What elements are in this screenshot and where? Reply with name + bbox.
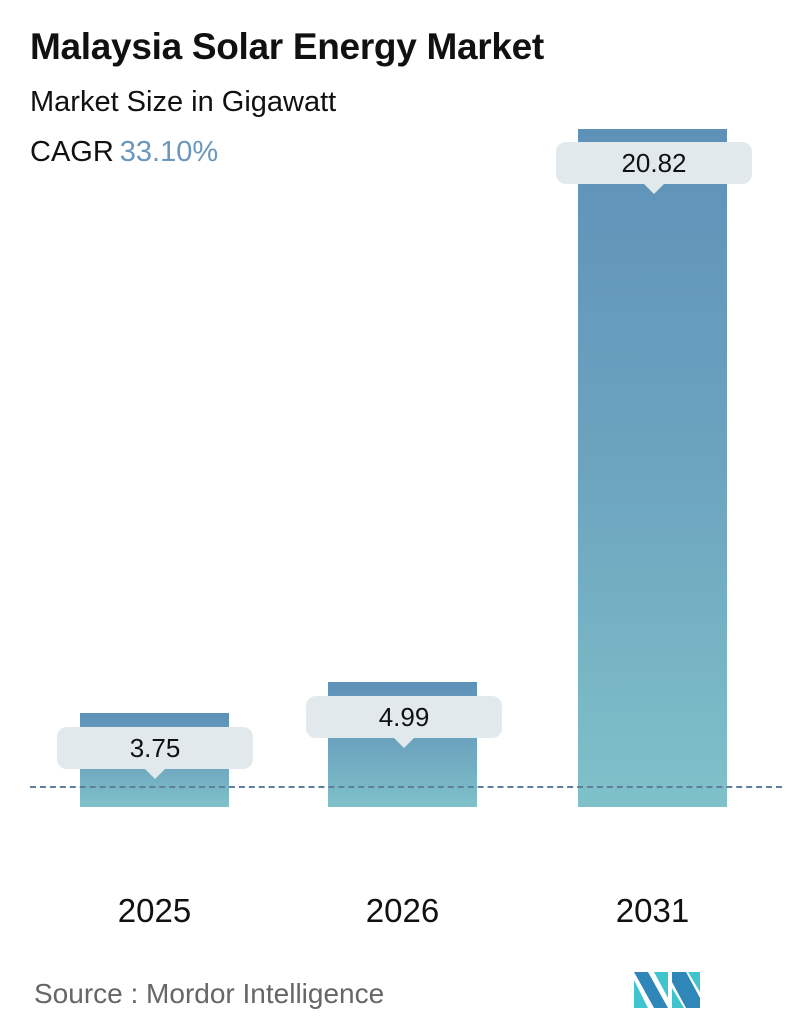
value-label-2026: 4.99 xyxy=(306,696,502,748)
bar-chart: 3.75 4.99 20.82 2025 2026 2031 xyxy=(30,129,782,929)
x-tick-2031: 2031 xyxy=(615,892,690,929)
value-label-2025: 3.75 xyxy=(57,727,253,779)
dashed-reference-line xyxy=(30,786,782,788)
cagr-annotation: CAGR 33.10% xyxy=(30,136,218,169)
value-label-2031: 20.82 xyxy=(556,142,752,194)
chart-subtitle: Market Size in Gigawatt xyxy=(30,86,337,118)
chart-title: Malaysia Solar Energy Market xyxy=(30,26,544,67)
x-tick-2025: 2025 xyxy=(117,892,192,929)
x-tick-2026: 2026 xyxy=(365,892,440,929)
cagr-value: 33.10% xyxy=(119,136,219,168)
bar-2031 xyxy=(578,129,727,807)
cagr-label: CAGR xyxy=(30,136,114,168)
source-text: Source : Mordor Intelligence xyxy=(34,978,385,1009)
mordor-intelligence-logo-icon xyxy=(634,972,700,1008)
